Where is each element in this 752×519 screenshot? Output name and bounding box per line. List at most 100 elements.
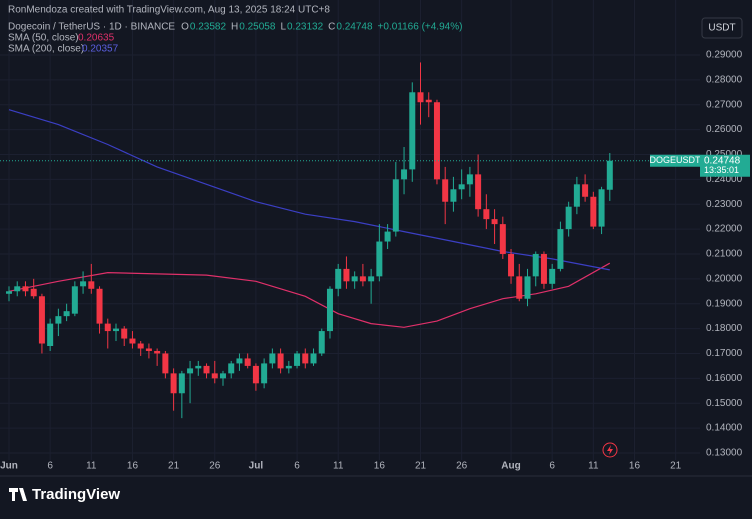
candle-body xyxy=(606,160,613,190)
brand-logo xyxy=(9,488,27,501)
candle-body xyxy=(565,206,572,230)
candle-body xyxy=(145,348,152,351)
sma200-value: 0.20357 xyxy=(82,44,119,55)
candle-body xyxy=(409,92,416,170)
candle-body xyxy=(475,174,482,210)
candle-body xyxy=(121,328,128,339)
candle-body xyxy=(557,229,564,269)
ohlc-letter: L xyxy=(280,22,286,33)
x-tick-label: 6 xyxy=(549,461,555,472)
ohlc-letter: H xyxy=(231,22,238,33)
x-tick-label: 16 xyxy=(127,461,139,472)
candle-body xyxy=(499,224,506,254)
candle-body xyxy=(96,288,103,324)
y-tick-label: 0.17000 xyxy=(706,348,743,359)
alert-bolt xyxy=(607,445,613,455)
y-tick-label: 0.28000 xyxy=(706,74,743,85)
candle-body xyxy=(590,196,597,227)
candle-body xyxy=(417,92,424,103)
ticker-box xyxy=(650,154,700,167)
sma200-name: SMA (200, close) xyxy=(8,44,84,55)
brand: TradingView xyxy=(32,486,120,503)
candle-body xyxy=(458,184,465,190)
candle-body xyxy=(351,276,358,282)
candle-body xyxy=(326,288,333,332)
y-tick-label: 0.23000 xyxy=(706,199,743,210)
sma50-name: SMA (50, close) xyxy=(8,33,79,44)
candle-body xyxy=(30,288,37,297)
y-tick-label: 0.24000 xyxy=(706,174,743,185)
candle-body xyxy=(368,276,375,282)
sma50-value: 0.20635 xyxy=(78,33,115,44)
candle-body xyxy=(516,276,523,299)
candle-body xyxy=(532,253,539,277)
y-tick-label: 0.27000 xyxy=(706,99,743,110)
countdown: 13:35:01 xyxy=(704,165,739,175)
y-tick-label: 0.13000 xyxy=(706,448,743,459)
candle-body xyxy=(261,363,268,384)
ohlc-value: 0.25058 xyxy=(239,22,276,33)
y-tick-label: 0.21000 xyxy=(706,249,743,260)
y-tick-label: 0.29000 xyxy=(706,50,743,61)
candle-body xyxy=(425,99,432,103)
candle-body xyxy=(170,373,177,394)
candle-body xyxy=(392,179,399,232)
ohlc-value: 0.23132 xyxy=(287,22,324,33)
candle-body xyxy=(442,179,449,202)
price-box xyxy=(700,154,750,177)
currency[interactable]: USDT xyxy=(708,23,735,34)
alert-icon[interactable] xyxy=(602,442,618,458)
candle-body xyxy=(450,189,457,202)
x-tick-label: 11 xyxy=(86,461,97,472)
x-tick-label: 26 xyxy=(456,461,468,472)
candle-body xyxy=(359,276,366,282)
x-tick-label: 21 xyxy=(415,461,427,472)
ohlc-value: 0.24748 xyxy=(336,22,373,33)
ohlc-value: 0.23582 xyxy=(190,22,227,33)
candle-body xyxy=(236,358,243,364)
candle-body xyxy=(401,169,408,180)
candle-body xyxy=(71,286,78,314)
ohlc-letter: C xyxy=(328,22,335,33)
candle-body xyxy=(187,368,194,374)
candle-body xyxy=(285,365,292,369)
candle-body xyxy=(38,296,45,344)
candle-body xyxy=(524,276,531,299)
y-tick-label: 0.16000 xyxy=(706,373,743,384)
candle-body xyxy=(244,358,251,366)
last-price: 0.24748 xyxy=(704,155,741,166)
candle-body xyxy=(376,241,383,277)
change: +0.01166 (+4.94%) xyxy=(378,22,463,33)
x-tick-label: 6 xyxy=(47,461,53,472)
symbol: Dogecoin / TetherUS · 1D · BINANCE xyxy=(8,22,175,33)
y-tick-label: 0.19000 xyxy=(706,298,743,309)
candle-body xyxy=(491,219,498,225)
y-tick-label: 0.22000 xyxy=(706,224,743,235)
x-tick-label: Jul xyxy=(249,461,264,472)
candle-body xyxy=(112,328,119,332)
candle-body xyxy=(269,353,276,364)
candle-body xyxy=(302,353,309,364)
credit: RonMendoza created with TradingView.com,… xyxy=(8,5,330,16)
candle-body xyxy=(129,338,136,344)
ticker: DOGEUSDT xyxy=(649,155,701,165)
x-tick-label: 26 xyxy=(209,461,221,472)
candle-body xyxy=(540,253,547,284)
x-tick-label: 21 xyxy=(670,461,682,472)
candle-body xyxy=(6,291,13,294)
candle-body xyxy=(310,353,317,364)
plot xyxy=(0,62,700,419)
candle-body xyxy=(47,323,54,347)
candle-body xyxy=(483,209,490,220)
candle-body xyxy=(211,373,218,379)
y-tick-label: 0.20000 xyxy=(706,273,743,284)
candle-body xyxy=(466,174,473,185)
y-tick-label: 0.18000 xyxy=(706,323,743,334)
candle-body xyxy=(178,373,185,394)
currency-box[interactable] xyxy=(701,17,743,39)
y-tick-label: 0.26000 xyxy=(706,124,743,135)
y-tick-label: 0.15000 xyxy=(706,398,743,409)
candle-body xyxy=(277,353,284,369)
candle-body xyxy=(14,286,21,292)
candle-body xyxy=(63,311,70,317)
